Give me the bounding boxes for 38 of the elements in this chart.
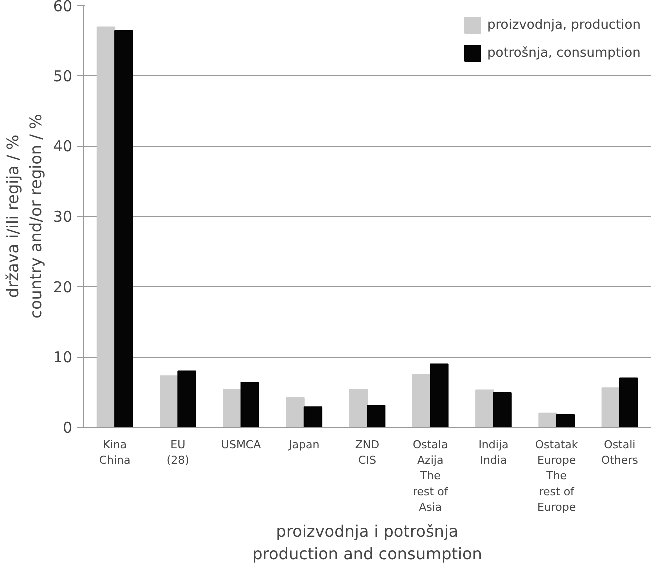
y-tick-label: 0 bbox=[62, 419, 73, 437]
bar bbox=[602, 388, 620, 428]
y-tick-label: 40 bbox=[53, 138, 73, 156]
y-tick-label: 50 bbox=[53, 67, 73, 86]
bar bbox=[349, 389, 368, 428]
legend-label: potrošnja, consumption bbox=[488, 46, 641, 60]
bar bbox=[178, 370, 196, 428]
bar bbox=[619, 378, 638, 428]
y-tick-label: 20 bbox=[53, 278, 73, 296]
bar bbox=[240, 382, 260, 428]
bar bbox=[286, 397, 305, 428]
x-tick-label: EU (28) bbox=[166, 438, 190, 468]
y-tick-label: 60 bbox=[53, 0, 73, 16]
x-tick-label: ZND CIS bbox=[355, 438, 380, 468]
legend-label: proizvodnja, production bbox=[488, 18, 641, 32]
x-tick-label: Ostala Azija The rest of Asia bbox=[412, 438, 450, 514]
x-tick-label: Ostatak Europe The rest of Europe bbox=[535, 438, 579, 514]
bar bbox=[96, 26, 116, 428]
bar bbox=[412, 374, 432, 428]
x-tick-label: USMCA bbox=[221, 438, 262, 452]
bar bbox=[556, 414, 576, 428]
bar bbox=[538, 412, 558, 428]
x-tick-label: Indija India bbox=[478, 438, 509, 468]
bar bbox=[223, 389, 242, 428]
bar bbox=[367, 405, 386, 428]
bar bbox=[304, 406, 323, 428]
x-tick-label: Ostali Others bbox=[601, 438, 639, 468]
y-tick-label: 10 bbox=[53, 348, 73, 367]
bar bbox=[430, 364, 449, 428]
bar bbox=[476, 390, 494, 428]
bar bbox=[114, 30, 134, 428]
bar bbox=[160, 376, 179, 428]
x-axis-title: proizvodnja i potrošnja production and consumption bbox=[252, 522, 482, 564]
x-tick-label: Japan bbox=[288, 438, 320, 452]
x-tick-label: Kina China bbox=[99, 438, 131, 468]
y-axis-title: država i/ili regija / % country and/or region / % bbox=[4, 114, 46, 319]
y-tick-label: 30 bbox=[53, 208, 73, 226]
bar bbox=[493, 392, 512, 428]
